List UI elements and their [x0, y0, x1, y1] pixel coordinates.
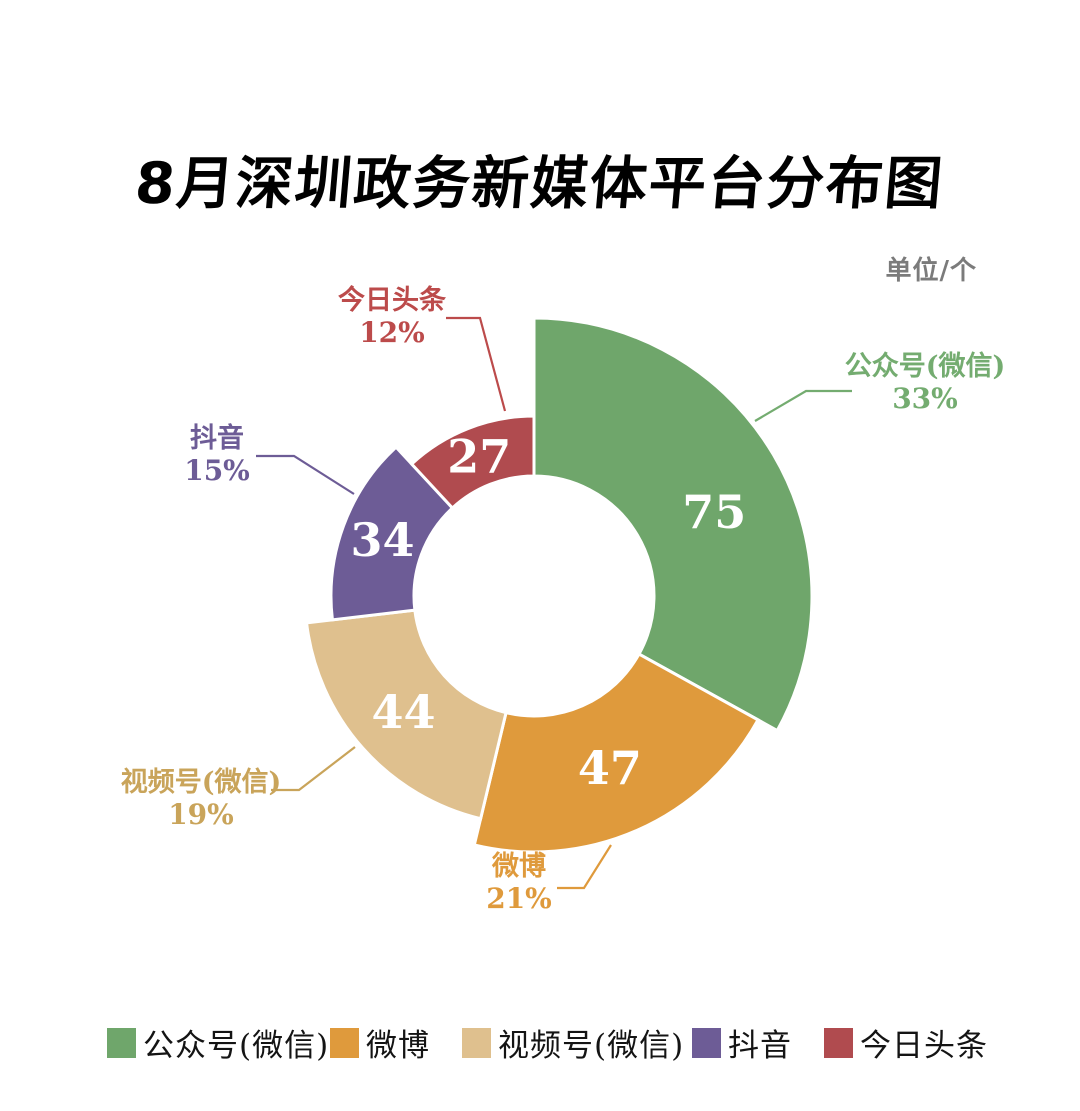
- legend-label: 今日头条: [860, 1028, 988, 1064]
- slice-callout-name: 公众号(微信): [844, 351, 1006, 382]
- slice-callout-percent: 33%: [892, 382, 958, 415]
- legend-label: 视频号(微信): [498, 1028, 685, 1064]
- legend-swatch: [462, 1027, 491, 1058]
- legend-item-5[interactable]: 今日头条: [824, 1020, 988, 1065]
- legend-swatch: [824, 1027, 853, 1058]
- leader-line: [754, 389, 852, 422]
- leader-line: [256, 454, 355, 495]
- slice-callout: 公众号(微信) 33%: [845, 352, 1006, 414]
- legend-item-4[interactable]: 抖音: [692, 1020, 792, 1065]
- pie-slice-4[interactable]: [329, 444, 455, 622]
- slice-value: 47: [578, 741, 642, 795]
- slice-callout-name: 视频号(微信): [120, 767, 282, 798]
- legend-label: 公众号(微信): [143, 1028, 330, 1064]
- leader-line: [446, 316, 507, 412]
- slice-callout-name: 今日头条: [338, 285, 446, 316]
- leader-line: [557, 844, 612, 890]
- slice-callout: 抖音 15%: [184, 424, 250, 486]
- slice-callout: 视频号(微信) 19%: [121, 768, 282, 830]
- legend-swatch: [692, 1027, 721, 1058]
- slice-callout-percent: 15%: [184, 454, 250, 487]
- slice-callout-percent: 21%: [486, 882, 552, 915]
- leader-line: [271, 746, 356, 792]
- slice-value: 34: [350, 513, 414, 567]
- slice-value: 75: [682, 485, 746, 539]
- pie-slice-3[interactable]: [304, 608, 508, 821]
- legend-swatch: [107, 1027, 136, 1058]
- slice-value: 44: [372, 685, 436, 739]
- legend-label: 抖音: [728, 1028, 792, 1064]
- slice-callout: 微博 21%: [486, 852, 552, 914]
- legend-item-3[interactable]: 视频号(微信): [462, 1020, 684, 1065]
- slice-callout-percent: 19%: [168, 798, 234, 831]
- legend-label: 微博: [366, 1028, 430, 1064]
- slice-callout-name: 抖音: [189, 423, 244, 454]
- legend-item-2[interactable]: 微博: [330, 1020, 430, 1065]
- slice-value: 27: [447, 429, 511, 483]
- pie-slice-5[interactable]: [409, 414, 536, 511]
- legend-swatch: [330, 1027, 359, 1058]
- pie-slice-1[interactable]: [532, 316, 814, 733]
- slice-callout-percent: 12%: [359, 316, 425, 349]
- slice-callout: 今日头条 12%: [338, 286, 446, 348]
- unit-label: 单位/个: [885, 256, 977, 286]
- slice-callout-name: 微博: [491, 851, 546, 882]
- pie-slice-2[interactable]: [472, 652, 761, 854]
- legend-item-1[interactable]: 公众号(微信): [107, 1020, 329, 1065]
